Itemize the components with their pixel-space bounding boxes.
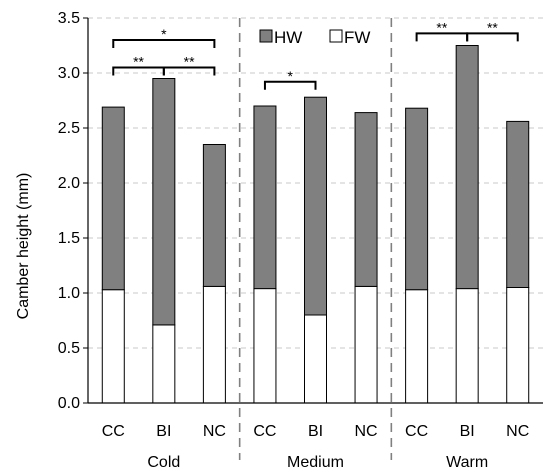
legend-swatch-hw: [259, 29, 273, 43]
legend-label-fw: FW: [344, 28, 370, 47]
legend-label-hw: HW: [274, 28, 302, 47]
x-tick-label: CC: [253, 423, 276, 440]
bar-hw-7: [455, 45, 479, 290]
group-label: Cold: [147, 454, 180, 471]
significance-label: **: [133, 54, 144, 70]
y-tick-label: 1.5: [58, 230, 80, 247]
x-tick-label: NC: [203, 423, 226, 440]
group-dividers: [238, 18, 393, 460]
y-tick-label: 0.5: [58, 340, 80, 357]
bar-hw-6: [405, 107, 429, 291]
significance-label: **: [184, 54, 195, 70]
x-tick-label: BI: [156, 423, 171, 440]
y-tick-label: 3.0: [58, 65, 80, 82]
bar-hw-4: [304, 96, 327, 316]
significance-bracket: [263, 80, 317, 90]
group-label: Medium: [287, 454, 344, 471]
y-tick-label: 2.0: [58, 175, 80, 192]
bar-fw-6: [405, 289, 429, 404]
x-tick-label: BI: [460, 423, 475, 440]
axes: 0.0 0.5 1.0 1.5 2.0 2.5 3.0 3.5 CC BI NC CC BI NC CC BI…: [58, 10, 543, 471]
significance-label: **: [436, 19, 447, 35]
y-axis-title: Camber height (mm): [15, 173, 32, 320]
y-tick-label: 2.5: [58, 120, 80, 137]
bar-hw-8: [506, 120, 530, 289]
significance-label: **: [487, 19, 498, 35]
bar-hw-5: [354, 112, 378, 287]
bar-fw-2: [202, 285, 226, 404]
y-tick-label: 3.5: [58, 10, 80, 27]
x-tick-label: NC: [355, 423, 378, 440]
significance-bracket: [162, 66, 216, 76]
bar-fw-1: [152, 324, 176, 404]
significance-label: *: [161, 26, 167, 42]
x-tick-label: CC: [102, 423, 125, 440]
bar-fw-3: [253, 288, 277, 404]
legend-swatch-fw: [329, 29, 343, 43]
bar-fw-0: [101, 289, 125, 404]
x-tick-label: CC: [405, 423, 428, 440]
legend: HW FW: [259, 28, 370, 47]
x-tick-label: BI: [308, 423, 323, 440]
significance-brackets: ** ****** **: [112, 19, 519, 90]
y-tick-label: 1.0: [58, 285, 80, 302]
x-tick-label: NC: [506, 423, 529, 440]
bar-hw-1: [152, 78, 176, 326]
bar-hw-2: [202, 144, 226, 287]
significance-bracket: [466, 32, 519, 42]
bar-hw-3: [253, 105, 277, 290]
y-tick-label: 0.0: [58, 395, 80, 412]
bars: [101, 45, 530, 404]
group-label: Warm: [446, 454, 488, 471]
bar-fw-8: [506, 287, 530, 404]
bar-fw-7: [455, 288, 479, 404]
bar-hw-0: [101, 106, 125, 291]
bar-fw-4: [304, 314, 327, 404]
significance-label: *: [287, 68, 293, 84]
significance-bracket: [112, 39, 216, 48]
bar-fw-5: [354, 285, 378, 404]
